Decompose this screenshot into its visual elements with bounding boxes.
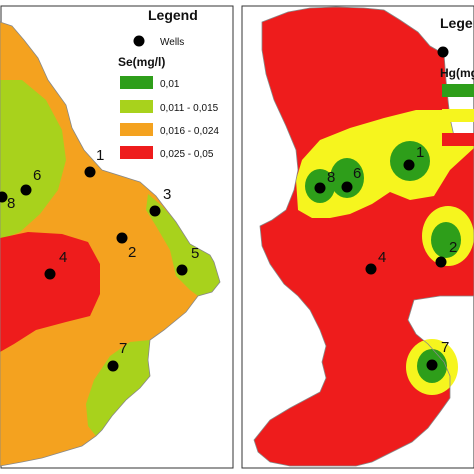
- left-well-3-label: 3: [163, 186, 171, 203]
- left-legend-param-title: Se(mg/l): [118, 55, 165, 69]
- left-well-2-label: 2: [128, 244, 136, 261]
- right-zone-green-6: [330, 158, 364, 198]
- left-legend-class-2: 0,011 - 0,015: [160, 103, 219, 114]
- left-well-1-label: 1: [96, 147, 104, 164]
- left-well-4-marker: [44, 268, 56, 280]
- right-well-1-label: 1: [416, 144, 424, 161]
- right-well-4-label: 4: [378, 249, 386, 266]
- left-well-1-marker: [84, 166, 96, 178]
- left-legend: Legend Wells Se(mg/l) 0,01 0,011 - 0,015…: [118, 7, 219, 160]
- right-well-6-label: 6: [353, 165, 361, 182]
- left-well-4-label: 4: [59, 249, 67, 266]
- left-legend-class-3: 0,016 - 0,024: [160, 126, 219, 137]
- left-well-6-marker: [20, 184, 32, 196]
- left-legend-wells-label: Wells: [160, 37, 184, 48]
- right-well-2-label: 2: [449, 239, 457, 256]
- right-legend-param-title: Hg(mg/l): [440, 66, 474, 80]
- left-zone-lightgreen-north: [0, 80, 66, 240]
- right-well-1-marker: [403, 159, 415, 171]
- right-zone-green-2: [431, 222, 461, 258]
- left-legend-swatch-4: [120, 146, 153, 159]
- left-legend-title: Legend: [148, 7, 198, 23]
- left-legend-class-4: 0,025 - 0,05: [160, 149, 214, 160]
- right-map: Legend Hg(mg/l) 1 2 4 6 7 8: [241, 5, 474, 469]
- left-legend-swatch-3: [120, 123, 153, 136]
- right-wells: 1 2 4 6 7 8: [314, 144, 457, 371]
- right-well-6-marker: [341, 181, 353, 193]
- right-legend-title: Legend: [440, 15, 474, 31]
- left-well-2-marker: [116, 232, 128, 244]
- right-legend-swatch-3: [442, 133, 474, 146]
- left-well-8-marker: [0, 191, 8, 203]
- left-well-6-label: 6: [33, 167, 41, 184]
- left-well-7-marker: [107, 360, 119, 372]
- left-legend-swatch-2: [120, 100, 153, 113]
- right-legend-swatch-2: [442, 109, 474, 122]
- left-zone-lightgreen-south: [86, 340, 150, 436]
- left-legend-well-symbol: [133, 35, 145, 47]
- right-legend-well-symbol: [437, 46, 449, 58]
- left-well-3-marker: [149, 205, 161, 217]
- left-well-5-label: 5: [191, 245, 199, 262]
- right-legend: Legend Hg(mg/l): [437, 15, 474, 146]
- right-well-2-marker: [435, 256, 447, 268]
- left-well-8-label: 8: [7, 195, 15, 212]
- right-well-4-marker: [365, 263, 377, 275]
- left-wells: 1 2 3 4 5 6 7 8: [0, 147, 199, 372]
- left-zone-red: [0, 232, 100, 352]
- right-well-8-label: 8: [327, 169, 335, 186]
- left-well-7-label: 7: [119, 340, 127, 357]
- right-well-7-label: 7: [441, 339, 449, 356]
- right-well-7-marker: [426, 359, 438, 371]
- left-legend-swatch-1: [120, 76, 153, 89]
- left-legend-class-1: 0,01: [160, 79, 180, 90]
- right-legend-swatch-1: [442, 84, 474, 97]
- left-map: Legend Wells Se(mg/l) 0,01 0,011 - 0,015…: [0, 5, 234, 469]
- left-zone-lightgreen-east: [146, 194, 220, 296]
- left-well-5-marker: [176, 264, 188, 276]
- right-well-8-marker: [314, 182, 326, 194]
